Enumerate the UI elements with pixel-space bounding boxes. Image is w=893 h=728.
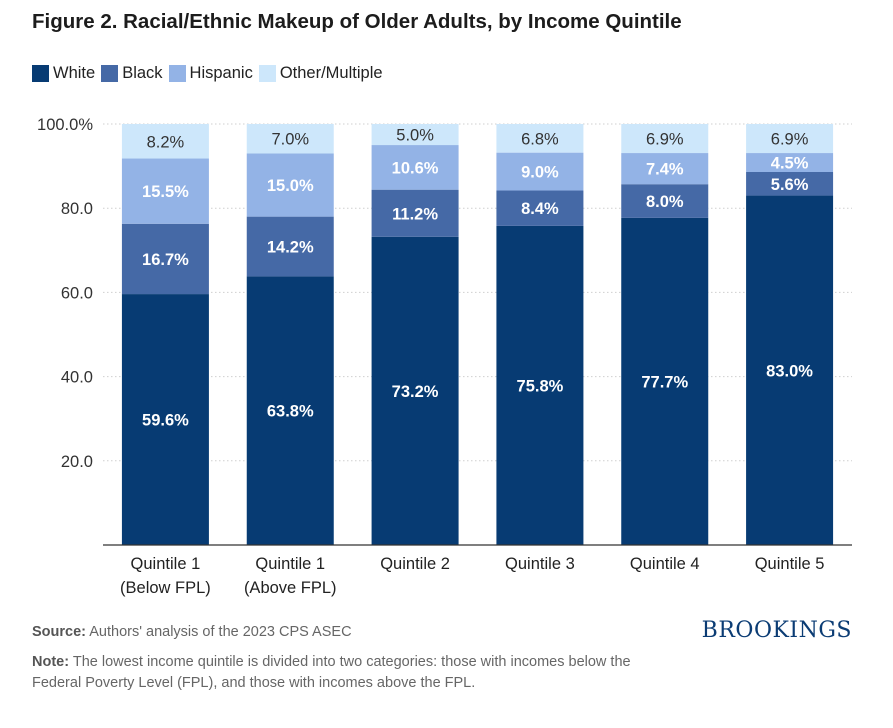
bar-segment-other-multiple bbox=[496, 124, 584, 153]
note-text: The lowest income quintile is divided in… bbox=[32, 654, 631, 691]
source-label: Source: bbox=[32, 624, 86, 640]
bar-segment-other-multiple bbox=[746, 124, 834, 154]
bar-segment-white bbox=[121, 294, 209, 545]
data-label: 6.8% bbox=[521, 130, 559, 148]
bar-segment-black bbox=[746, 171, 834, 196]
data-label: 5.0% bbox=[396, 127, 434, 145]
bar-segment-hispanic bbox=[371, 145, 459, 190]
bar-segment-white bbox=[371, 236, 459, 545]
bar-segment-black bbox=[246, 216, 334, 277]
data-label: 73.2% bbox=[392, 383, 439, 401]
bar-segment-black bbox=[121, 223, 209, 295]
data-label: 14.2% bbox=[267, 239, 314, 257]
data-label: 16.7% bbox=[142, 251, 189, 269]
note-block: Note: The lowest income quintile is divi… bbox=[32, 652, 672, 694]
data-label: 6.9% bbox=[771, 131, 809, 149]
x-tick-label: Quintile 3 bbox=[505, 555, 575, 573]
stacked-bar-chart: 20.0 40.0 60.0 80.0 100.0% 59.6% 16.7% 15.5% 8.2… bbox=[37, 116, 852, 597]
x-tick-label: Quintile 5 bbox=[755, 555, 825, 573]
y-tick-label: 80.0 bbox=[61, 200, 93, 218]
bar-segment-hispanic bbox=[746, 153, 834, 172]
data-label: 59.6% bbox=[142, 412, 189, 430]
x-tick-label: Quintile 1 bbox=[255, 555, 325, 573]
data-label: 11.2% bbox=[392, 205, 438, 223]
bar-segment-white bbox=[746, 195, 834, 545]
bar-segment-white bbox=[246, 276, 334, 545]
y-tick-label: 100.0% bbox=[37, 116, 93, 134]
data-label: 6.9% bbox=[646, 131, 684, 149]
data-label: 8.0% bbox=[646, 193, 684, 211]
legend-item-black: Black bbox=[101, 64, 163, 83]
data-label: 8.2% bbox=[147, 133, 185, 151]
bar-segment-black bbox=[621, 184, 709, 218]
bar-segment-black bbox=[371, 189, 459, 237]
bar-segment-other-multiple bbox=[121, 124, 209, 159]
data-label: 9.0% bbox=[521, 164, 559, 182]
legend-item-hispanic: Hispanic bbox=[168, 64, 253, 83]
x-tick-label: Quintile 2 bbox=[380, 555, 450, 573]
bar-segment-white bbox=[621, 217, 709, 545]
source-text: Authors' analysis of the 2023 CPS ASEC bbox=[89, 624, 352, 640]
bar-segment-black bbox=[496, 190, 584, 226]
bar-segment-hispanic bbox=[496, 152, 584, 191]
data-label: 10.6% bbox=[392, 159, 439, 177]
data-label: 7.4% bbox=[646, 161, 684, 179]
y-tick-label: 40.0 bbox=[61, 369, 93, 387]
bar-segment-other-multiple bbox=[371, 124, 459, 146]
chart-title: Figure 2. Racial/Ethnic Makeup of Older … bbox=[32, 10, 682, 33]
legend-swatch-black bbox=[101, 65, 119, 82]
legend-swatch-white bbox=[32, 65, 49, 82]
bar-segment-hispanic bbox=[246, 153, 334, 217]
legend-label-other: Other/Multiple bbox=[279, 64, 383, 82]
legend-label-white: White bbox=[53, 64, 96, 82]
bar-segment-other-multiple bbox=[621, 124, 709, 154]
data-label: 5.6% bbox=[771, 176, 809, 194]
data-label: 8.4% bbox=[521, 200, 559, 218]
bar-segment-hispanic bbox=[621, 153, 709, 185]
bar-segment-other-multiple bbox=[246, 124, 334, 154]
data-label: 7.0% bbox=[271, 131, 309, 149]
legend-label-black: Black bbox=[122, 64, 163, 82]
legend-swatch-hispanic bbox=[168, 65, 186, 82]
data-label: 63.8% bbox=[267, 403, 314, 421]
y-tick-label: 60.0 bbox=[61, 284, 93, 302]
data-label: 77.7% bbox=[641, 373, 688, 391]
data-label: 75.8% bbox=[517, 377, 564, 395]
data-label: 4.5% bbox=[771, 155, 809, 173]
data-label: 83.0% bbox=[766, 362, 813, 380]
legend-swatch-other bbox=[258, 65, 276, 82]
brookings-logo: BROOKINGS bbox=[701, 618, 852, 643]
x-tick-label: Quintile 1 bbox=[131, 555, 201, 573]
data-label: 15.5% bbox=[142, 183, 189, 201]
note-label: Note: bbox=[32, 654, 70, 670]
chart-legend: White Black Hispanic Other/Multiple bbox=[32, 64, 389, 83]
bar-segment-white bbox=[496, 225, 584, 545]
bar-segment-hispanic bbox=[121, 158, 209, 224]
x-tick-label: (Above FPL) bbox=[244, 579, 337, 597]
x-tick-label: Quintile 4 bbox=[630, 555, 700, 573]
x-tick-label: (Below FPL) bbox=[120, 579, 211, 597]
legend-label-hispanic: Hispanic bbox=[189, 64, 253, 82]
legend-item-white: White bbox=[32, 64, 95, 83]
y-tick-label: 20.0 bbox=[61, 453, 93, 471]
source-line: Source: Authors' analysis of the 2023 CP… bbox=[32, 624, 352, 640]
legend-item-other: Other/Multiple bbox=[258, 64, 383, 83]
data-label: 15.0% bbox=[267, 177, 314, 195]
